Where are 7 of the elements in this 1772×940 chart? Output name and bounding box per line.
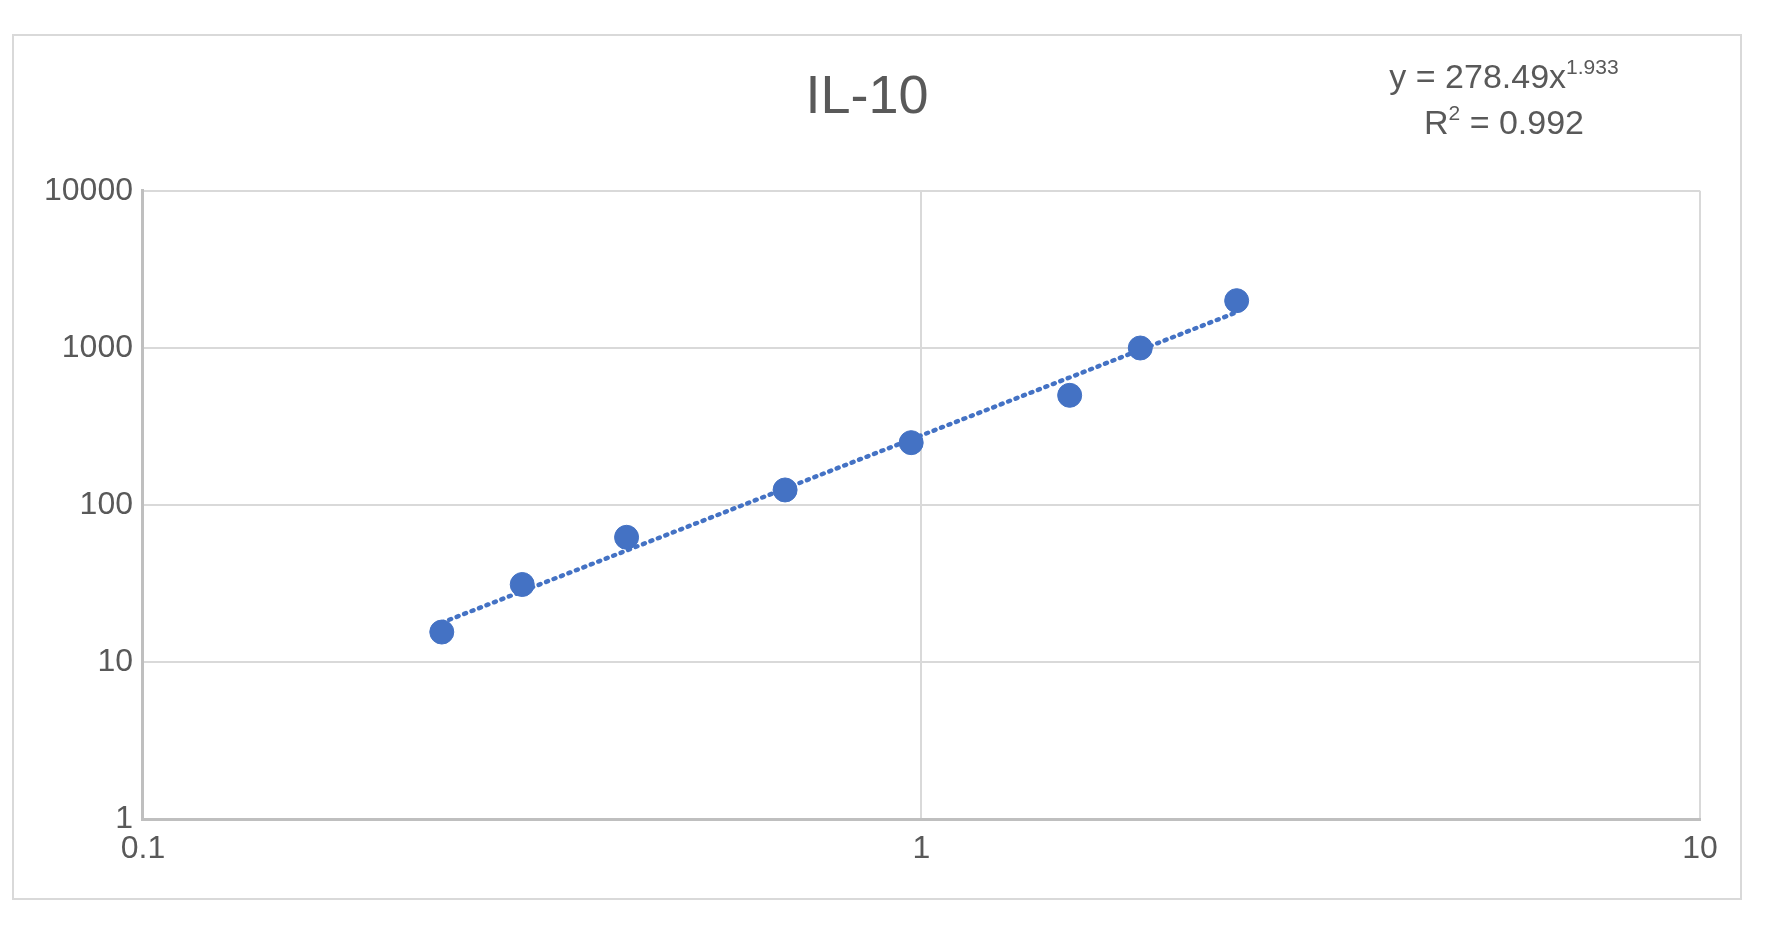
chart-title: IL-10 bbox=[805, 64, 929, 125]
y-tick-label: 1000 bbox=[61, 327, 133, 364]
x-tick-label: 1 bbox=[912, 828, 931, 865]
y-tick-label: 10000 bbox=[44, 170, 133, 207]
y-tick-label: 10 bbox=[97, 642, 133, 679]
y-tick-label: 100 bbox=[79, 485, 133, 522]
x-tick-label: 10 bbox=[1682, 828, 1718, 865]
